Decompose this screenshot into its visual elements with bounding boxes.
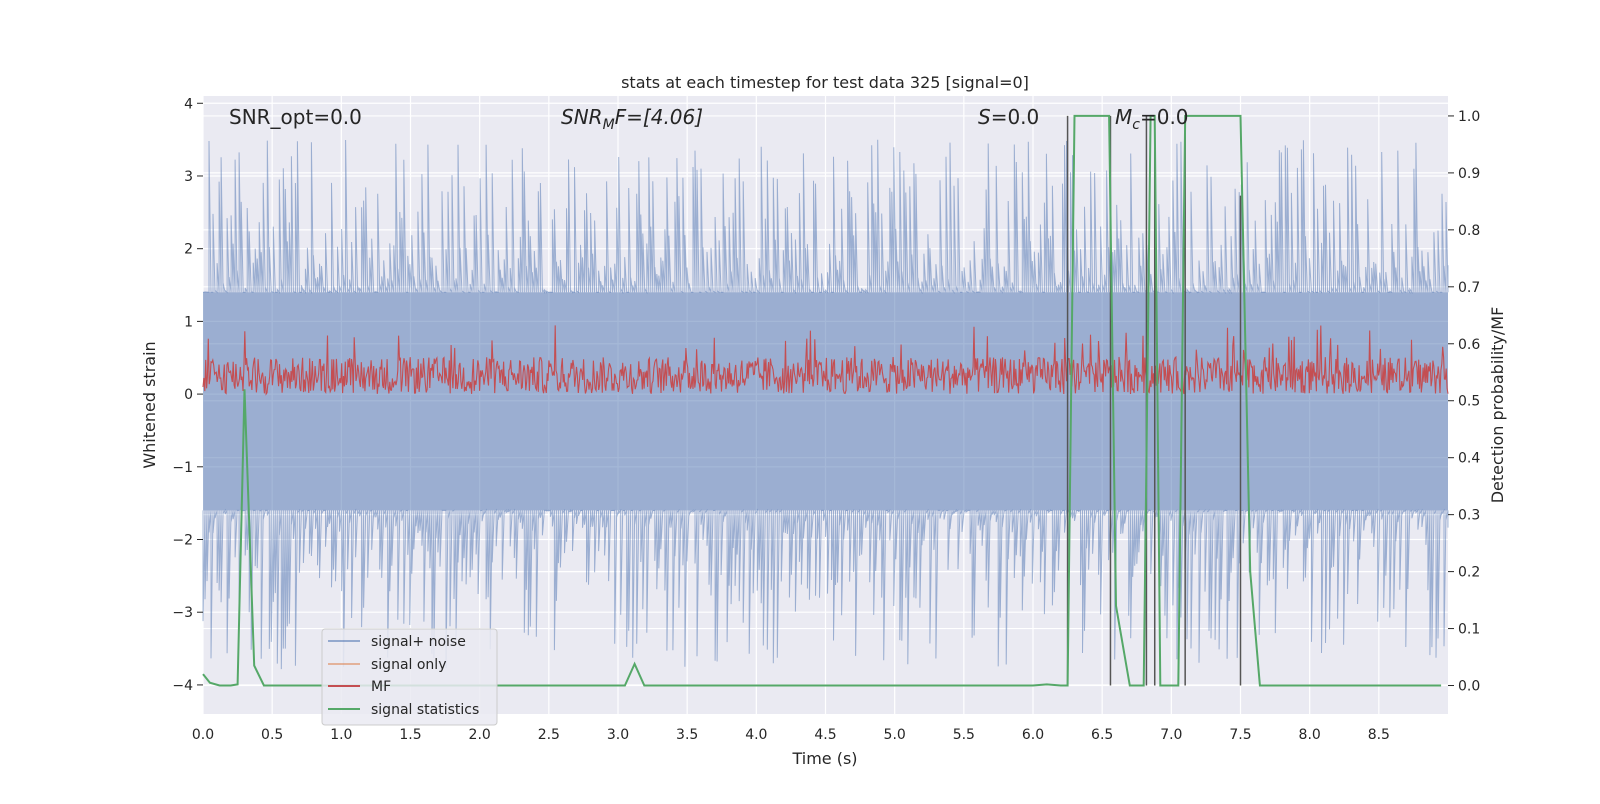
- tick-labels: 0.0 0.5 1.0 1.5 2.0 2.5 3.0 3.5 4.0 4.5 5.0 5.5 6.0 6…: [172, 96, 1480, 743]
- x-tick-label: 4.5: [814, 727, 836, 743]
- legend-box: [321, 628, 498, 726]
- x-tick-label: 2.0: [469, 727, 491, 743]
- y-tick-label-left: 2: [184, 242, 193, 258]
- y-tick-label-right: 0.3: [1458, 508, 1480, 524]
- y-tick-label-right: 0.0: [1458, 679, 1480, 695]
- y-tick-label-right: 0.7: [1458, 280, 1480, 296]
- x-tick-label: 0.5: [261, 727, 283, 743]
- y-tick-label-left: 3: [184, 169, 193, 185]
- signal-statistics-series: [202, 114, 1442, 687]
- y-tick-label-left: −3: [172, 605, 193, 621]
- y-tick-label-left: −2: [172, 533, 193, 549]
- y-tick-label-right: 0.9: [1458, 166, 1480, 182]
- x-tick-label: 6.5: [1091, 727, 1113, 743]
- chart-title: stats at each timestep for test data 325…: [621, 73, 1029, 92]
- legend: signal+ noise signal only MF signal stat…: [321, 628, 498, 726]
- x-axis-label: Time (s): [791, 749, 857, 768]
- annotation-s: S=0.0: [978, 105, 1039, 129]
- x-tick-label: 2.5: [538, 727, 560, 743]
- x-tick-label: 3.5: [676, 727, 698, 743]
- y-tick-label-left: −4: [172, 678, 193, 694]
- x-tick-label: 1.0: [330, 727, 352, 743]
- x-tick-label: 1.5: [399, 727, 421, 743]
- y-axis-label-left: Whitened strain: [140, 341, 159, 468]
- annotation-snr-opt: SNR_opt=0.0: [229, 105, 362, 129]
- legend-label-signal-statistics: signal statistics: [371, 702, 479, 718]
- x-tick-label: 8.0: [1299, 727, 1321, 743]
- annotation-mc: Mc=0.0: [1115, 105, 1189, 133]
- x-tick-label: 8.5: [1368, 727, 1390, 743]
- y-tick-label-right: 0.5: [1458, 394, 1480, 410]
- legend-label-mf: MF: [371, 679, 391, 695]
- y-tick-label-right: 0.6: [1458, 337, 1480, 353]
- x-tick-label: 0.0: [192, 727, 214, 743]
- y-axis-label-right: Detection probability/MF: [1488, 307, 1507, 504]
- signal-noise-band: [203, 292, 1448, 511]
- y-tick-label-right: 0.1: [1458, 622, 1480, 638]
- y-tick-label-right: 1.0: [1458, 109, 1480, 125]
- y-tick-label-left: 4: [184, 96, 193, 112]
- signal-statistics-line: [202, 114, 1442, 687]
- x-tick-label: 6.0: [1022, 727, 1044, 743]
- x-tick-label: 3.0: [607, 727, 629, 743]
- x-tick-label: 5.5: [953, 727, 975, 743]
- x-tick-label: 5.0: [884, 727, 906, 743]
- signal-noise-spikes-upper: [203, 139, 1449, 295]
- y-tick-label-left: 0: [184, 387, 193, 403]
- legend-label-signal-noise: signal+ noise: [371, 634, 466, 650]
- x-tick-label: 4.0: [745, 727, 767, 743]
- annotation-snr-mf: SNRMF=[4.06]: [561, 105, 703, 133]
- y-tick-label-left: −1: [172, 460, 193, 476]
- y-tick-label-right: 0.2: [1458, 565, 1480, 581]
- y-tick-label-right: 0.8: [1458, 223, 1480, 239]
- x-tick-label: 7.5: [1229, 727, 1251, 743]
- y-tick-label-left: 1: [184, 314, 193, 330]
- x-tick-label: 7.0: [1160, 727, 1182, 743]
- y-tick-label-right: 0.4: [1458, 451, 1480, 467]
- legend-label-signal-only: signal only: [371, 657, 446, 673]
